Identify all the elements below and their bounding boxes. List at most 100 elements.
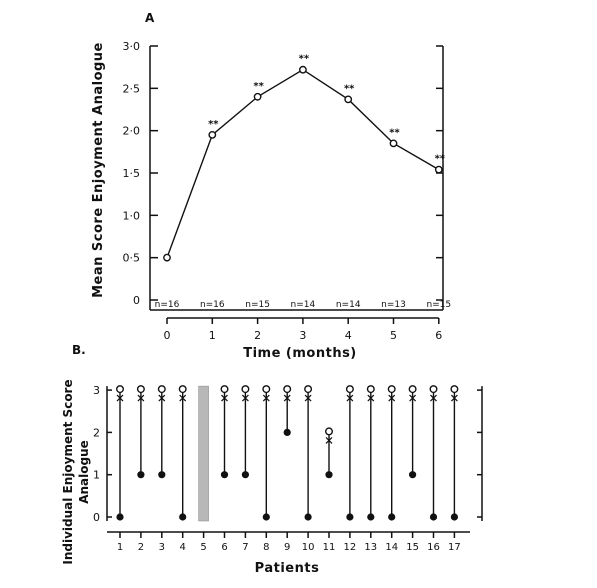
panel-b-final-cross — [450, 394, 458, 402]
panel-b-final-cross — [367, 394, 375, 402]
panel-b-initial-point — [241, 471, 249, 479]
panel-b-x-tick-label: 12 — [344, 542, 357, 553]
panel-b-initial-point — [137, 471, 145, 479]
panel-a-x-tick-label: 3 — [299, 329, 306, 342]
panel-a-data-point — [434, 165, 443, 174]
panel-b-final-point — [262, 385, 271, 394]
panel-b-final-cross — [346, 394, 354, 402]
panel-b-y-tick-label: 0 — [93, 511, 100, 524]
panel-b-final-point — [429, 385, 438, 394]
panel-b-final-cross — [221, 394, 228, 402]
panel-b-initial-point — [304, 513, 312, 521]
panel-a-n-label: n=16 — [155, 300, 180, 310]
panel-a-y-tick-label: 3·0 — [123, 40, 141, 53]
panel-b-x-tick-label: 13 — [364, 542, 377, 553]
panel-b-final-cross — [283, 394, 291, 402]
panel-a-n-label: n=15 — [426, 300, 451, 310]
panel-b-y-axis-label-line2: Analogue — [77, 440, 91, 504]
panel-b-x-tick-label: 1 — [117, 542, 123, 553]
panel-a-y-tick-label: 0·5 — [123, 252, 141, 265]
panel-a-n-label: n=13 — [381, 300, 406, 310]
panel-a-n-label: n=16 — [200, 300, 225, 310]
panel-b-x-tick-label: 14 — [385, 542, 398, 553]
panel-a-n-label: n=15 — [245, 300, 270, 310]
panel-b-x-tick-label: 2 — [138, 542, 144, 553]
panel-b-final-point — [450, 385, 459, 394]
panel-b-final-cross — [325, 436, 333, 444]
panel-b-final-cross — [262, 394, 270, 402]
panel-b-final-cross — [241, 394, 249, 402]
panel-a-n-label: n=14 — [336, 300, 361, 310]
panel-b-final-point — [220, 385, 229, 394]
panel-b-final-cross — [388, 394, 396, 402]
panel-b-final-cross — [179, 394, 187, 402]
panel-b-x-tick-label: 10 — [302, 542, 315, 553]
panel-a-significance-marker: ** — [389, 127, 400, 138]
panel-b-x-tick-label: 8 — [263, 542, 269, 553]
panel-b-initial-point — [346, 513, 354, 521]
panel-a-x-tick-label: 0 — [164, 329, 171, 342]
panel-b-initial-point — [262, 513, 270, 521]
panel-a-x-tick-label: 2 — [254, 329, 261, 342]
panel-b-y-tick-label: 2 — [93, 426, 100, 439]
panel-b-initial-point — [367, 513, 375, 521]
panel-a-chart: 0 0·5 1·0 1·5 2·0 2·5 3·0 0 n=16 1 n=16 2 n=15 3 n=14 4… — [123, 40, 452, 342]
panel-b-initial-point — [429, 513, 438, 521]
panel-b-x-tick-label: 4 — [180, 542, 186, 553]
panel-b-final-point — [345, 385, 354, 394]
panel-b-y-tick-label: 3 — [93, 384, 100, 397]
panel-b-final-point — [283, 385, 292, 394]
panel-b-final-cross — [304, 394, 312, 402]
panel-a-significance-marker: ** — [253, 81, 264, 92]
panel-b-initial-point — [116, 513, 124, 521]
panel-a-data-point — [253, 92, 262, 101]
panel-a-n-label: n=14 — [291, 300, 316, 310]
panel-a-data-point — [344, 95, 353, 104]
panel-b-final-cross — [116, 394, 124, 402]
panel-a-x-tick-label: 1 — [209, 329, 216, 342]
panel-b-missing-bar — [198, 385, 209, 522]
panel-b-x-tick-label: 6 — [221, 542, 227, 553]
panel-a-series-line — [166, 68, 440, 258]
panel-b-final-point — [304, 385, 313, 394]
panel-a-significance-marker: ** — [344, 83, 355, 94]
panel-a-x-axis-label: Time (months) — [243, 346, 357, 361]
panel-b-final-point — [115, 385, 124, 394]
panel-b-initial-point — [325, 471, 333, 479]
panel-a-y-tick-label: 0 — [133, 294, 140, 307]
panel-a-label: A — [145, 11, 155, 25]
panel-b-label: B. — [72, 343, 86, 357]
panel-b-initial-point — [179, 513, 187, 521]
panel-b-final-point — [366, 385, 375, 394]
panel-b-initial-point — [158, 471, 166, 479]
panel-a-y-tick-label: 1·5 — [123, 167, 141, 180]
panel-a-significance-marker: ** — [299, 54, 310, 65]
panel-a-significance-marker: ** — [435, 154, 446, 165]
panel-b-final-cross — [158, 394, 166, 402]
panel-b-final-point — [387, 385, 396, 394]
panel-b-final-point — [408, 385, 417, 394]
panel-a-x-tick-label: 5 — [390, 329, 397, 342]
panel-a-data-point — [389, 139, 398, 148]
panel-a-data-point — [163, 253, 171, 262]
panel-a-x-tick-label: 6 — [435, 329, 442, 342]
panel-b-x-tick-label: 7 — [242, 542, 248, 553]
panel-b-final-point — [157, 385, 166, 394]
panel-b-final-point — [241, 385, 250, 394]
panel-b-x-tick-label: 16 — [427, 542, 440, 553]
panel-a-x-tick-label: 4 — [345, 329, 352, 342]
panel-b-final-cross — [430, 394, 437, 402]
panel-a-significance-marker: ** — [208, 119, 219, 130]
panel-b-final-cross — [137, 394, 145, 402]
panel-b-x-tick-label: 3 — [159, 542, 165, 553]
panel-b-initial-point — [450, 513, 458, 521]
panel-b-initial-point — [409, 471, 417, 479]
panel-b-final-point — [325, 427, 334, 436]
panel-a-y-tick-label: 2·0 — [123, 125, 141, 138]
panel-b-initial-point — [283, 428, 291, 436]
panel-b-y-axis-label-line1: Individual Enjoyment Score — [61, 379, 75, 564]
panel-a-y-tick-label: 1·0 — [123, 209, 141, 222]
panel-a-y-axis-label: Mean Score Enjoyment Analogue — [91, 42, 106, 298]
